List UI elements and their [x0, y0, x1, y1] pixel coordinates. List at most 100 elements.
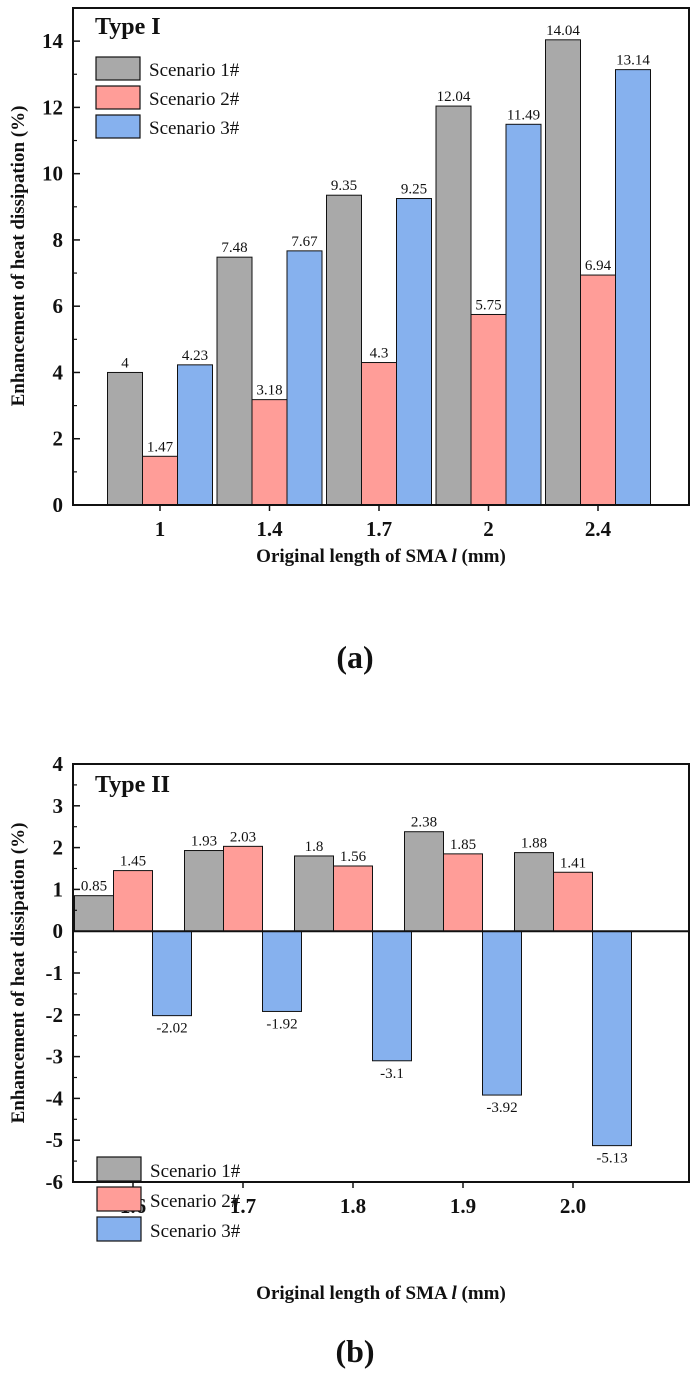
- type-annotation: Type II: [95, 772, 170, 798]
- data-label: 7.48: [221, 240, 247, 256]
- bar: [514, 852, 554, 932]
- x-axis-title-text: Original length of SMA: [256, 1283, 451, 1304]
- data-label: -3.1: [380, 1066, 404, 1082]
- data-label: 7.67: [291, 234, 318, 250]
- legend-swatch: [95, 56, 141, 81]
- data-label: -1.92: [266, 1016, 297, 1032]
- bar: [184, 850, 224, 932]
- data-label: 6.94: [585, 258, 612, 274]
- bar: [615, 69, 651, 506]
- data-label: 1.41: [560, 855, 586, 871]
- y-tick-label: 12: [42, 95, 63, 119]
- y-tick-label: -1: [46, 961, 64, 985]
- data-label: 9.35: [331, 178, 357, 194]
- panel-label: (a): [336, 639, 373, 675]
- bar: [435, 105, 472, 506]
- x-tick-label: 1.7: [230, 1194, 256, 1218]
- data-label: 4.23: [182, 348, 208, 364]
- bar: [505, 123, 542, 506]
- data-label: 5.75: [475, 297, 501, 313]
- legend-swatch: [95, 85, 141, 110]
- data-label: 1.8: [305, 839, 324, 855]
- legend-label: Scenario 2#: [149, 89, 240, 110]
- bar: [372, 930, 412, 1062]
- bar: [251, 399, 288, 506]
- bar: [113, 870, 153, 932]
- x-axis-title-unit: (mm): [457, 1283, 506, 1304]
- y-tick-label: 2: [53, 427, 64, 451]
- bar: [580, 274, 616, 506]
- data-label: 2.03: [230, 829, 256, 845]
- data-label: 1.56: [340, 849, 367, 865]
- data-label: 14.04: [546, 23, 580, 39]
- x-axis-title-symbol: l: [451, 1283, 457, 1304]
- chart-panel-a: 4 7.48 9.35 12.04 14.04 1.47 3.18 4.3 5.75 6.94 4.…: [8, 7, 690, 675]
- x-tick-label: 2: [483, 517, 494, 541]
- legend-label: Scenario 1#: [150, 1161, 241, 1182]
- bar: [74, 895, 114, 932]
- data-label: -2.02: [156, 1021, 187, 1037]
- x-axis-title-symbol: l: [451, 546, 457, 567]
- bar: [223, 845, 263, 932]
- y-tick-label: 4: [53, 752, 64, 776]
- bar: [177, 364, 213, 506]
- x-tick-label: 1: [155, 517, 166, 541]
- data-label: 9.25: [401, 182, 427, 198]
- legend: Scenario 1# Scenario 2# Scenario 3#: [95, 56, 240, 139]
- data-label: 11.49: [507, 107, 540, 123]
- data-label: 1.45: [120, 854, 146, 870]
- data-label: 1.85: [450, 837, 476, 853]
- legend-label: Scenario 2#: [150, 1191, 241, 1212]
- x-tick-label: 1.4: [256, 517, 283, 541]
- data-label: 4.3: [370, 346, 389, 362]
- y-tick-label: -5: [46, 1128, 64, 1152]
- legend-swatch: [96, 1156, 142, 1182]
- legend-swatch: [96, 1216, 142, 1242]
- y-tick-label: 8: [53, 228, 64, 252]
- y-tick-label: 2: [53, 836, 64, 860]
- data-label: -3.92: [486, 1100, 517, 1116]
- bar: [545, 39, 581, 506]
- plot-frame: [72, 7, 690, 506]
- bar: [404, 831, 444, 932]
- bar: [262, 930, 302, 1012]
- bar: [396, 198, 432, 506]
- panel-label: (b): [335, 1333, 374, 1369]
- data-label: -5.13: [596, 1151, 627, 1167]
- bar: [333, 865, 373, 932]
- legend-swatch: [95, 114, 141, 139]
- type-annotation: Type I: [95, 14, 161, 40]
- x-tick-label: 1.7: [366, 517, 392, 541]
- y-axis-title: Enhancement of heat dissipation (%): [8, 823, 29, 1124]
- x-tick-label: 1.9: [450, 1194, 476, 1218]
- data-label: 12.04: [437, 89, 471, 105]
- bar: [482, 930, 522, 1096]
- data-label: 1.47: [147, 439, 174, 455]
- legend-label: Scenario 3#: [150, 1221, 241, 1242]
- bar: [361, 362, 397, 506]
- data-label: 4: [121, 355, 129, 371]
- bar: [286, 250, 323, 506]
- x-axis-title: Original length of SMA l (mm): [256, 1283, 506, 1304]
- bar: [107, 371, 143, 506]
- bar: [294, 855, 334, 932]
- chart-panel-b: 0.851.93 1.82.381.881.452.031.561.851.41-…: [8, 752, 690, 1369]
- y-tick-label: -3: [46, 1045, 64, 1069]
- x-tick-label: 1.8: [340, 1194, 366, 1218]
- y-tick-label: 10: [42, 162, 63, 186]
- y-tick-label: -6: [46, 1170, 64, 1194]
- bar: [142, 455, 178, 506]
- legend-swatch: [96, 1186, 142, 1212]
- y-tick-label: -2: [46, 1003, 64, 1027]
- legend-label: Scenario 1#: [149, 60, 240, 81]
- bar: [216, 256, 253, 506]
- data-label: 1.93: [191, 834, 217, 850]
- y-tick-label: 0: [53, 919, 64, 943]
- data-label: 13.14: [616, 53, 650, 69]
- bar: [592, 930, 632, 1147]
- x-axis-title-text: Original length of SMA: [256, 546, 451, 567]
- x-tick-label: 2.4: [585, 517, 612, 541]
- y-tick-label: 0: [53, 493, 64, 517]
- legend: Scenario 1# Scenario 2# Scenario 3#: [96, 1156, 241, 1242]
